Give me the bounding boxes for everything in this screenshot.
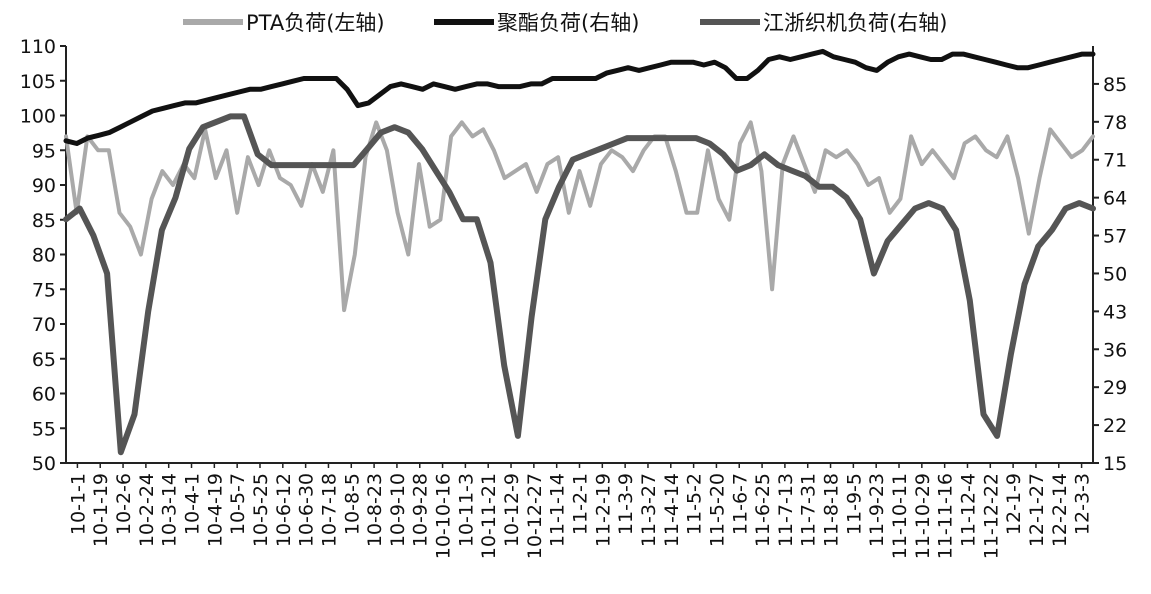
right-tick-label: 57 <box>1103 226 1127 248</box>
left-tick-label: 95 <box>32 140 56 162</box>
right-tick-label: 15 <box>1103 453 1127 475</box>
x-tick-label: 10-1-19 <box>90 473 112 547</box>
left-tick-label: 80 <box>32 245 56 267</box>
x-tick-label: 10-1-1 <box>67 473 89 535</box>
left-tick-label: 55 <box>32 418 56 440</box>
x-tick-label: 10-2-6 <box>113 473 135 535</box>
x-tick-label: 11-12-22 <box>980 473 1002 559</box>
x-tick-label: 10-4-19 <box>204 473 226 547</box>
left-tick-label: 75 <box>32 279 56 301</box>
x-tick-label: 10-8-5 <box>341 473 363 535</box>
right-tick-label: 43 <box>1103 301 1127 323</box>
x-tick-label: 10-5-7 <box>227 473 249 535</box>
right-tick-label: 22 <box>1103 415 1127 437</box>
legend: PTA负荷(左轴) 聚酯负荷(右轴) 江浙织机负荷(右轴) <box>183 11 947 35</box>
x-tick-label: 10-9-28 <box>410 473 432 547</box>
x-tick-label: 11-9-5 <box>843 473 865 535</box>
x-tick-label: 10-4-1 <box>182 473 204 535</box>
x-tick-label: 11-12-4 <box>957 473 979 547</box>
x-tick-label: 10-12-27 <box>524 473 546 559</box>
right-tick-label: 36 <box>1103 339 1127 361</box>
right-tick-label: 71 <box>1103 150 1127 172</box>
left-tick-label: 100 <box>20 106 56 128</box>
left-tick-label: 50 <box>32 453 56 475</box>
x-tick-label: 10-3-14 <box>159 473 181 547</box>
right-tick-label: 29 <box>1103 377 1127 399</box>
legend-label-polyester: 聚酯负荷(右轴) <box>497 11 639 35</box>
x-tick-label: 11-3-27 <box>638 473 660 547</box>
legend-label-pta: PTA负荷(左轴) <box>246 11 385 35</box>
series-line-loom <box>63 113 1096 456</box>
x-tick-label: 10-8-23 <box>364 473 386 547</box>
left-tick-label: 85 <box>32 210 56 232</box>
series-line-pta <box>64 120 1095 313</box>
x-tick-label: 11-8-18 <box>821 473 843 547</box>
x-tick-label: 11-7-13 <box>775 473 797 547</box>
x-tick-label: 10-10-16 <box>433 473 455 559</box>
x-tick-label: 11-11-16 <box>935 473 957 559</box>
left-tick-label: 90 <box>32 175 56 197</box>
x-tick-label: 11-5-20 <box>706 473 728 547</box>
x-tick-label: 11-3-9 <box>615 473 637 535</box>
x-tick-label: 12-1-27 <box>1026 473 1048 547</box>
x-tick-label: 12-3-3 <box>1072 473 1094 535</box>
right-tick-label: 50 <box>1103 263 1127 285</box>
x-tick-label: 10-9-10 <box>387 473 409 547</box>
series-group <box>63 48 1096 456</box>
x-tick-label: 11-10-11 <box>889 473 911 559</box>
x-tick-label: 10-7-18 <box>318 473 340 547</box>
x-tick-label: 11-10-29 <box>912 473 934 559</box>
x-tick-label: 10-5-25 <box>250 473 272 547</box>
x-tick-label: 11-7-31 <box>798 473 820 547</box>
left-tick-label: 110 <box>20 36 56 58</box>
series-line-polyester <box>63 48 1096 146</box>
left-tick-label: 60 <box>32 384 56 406</box>
axes <box>65 46 1094 464</box>
x-tick-label: 10-6-12 <box>273 473 295 547</box>
x-axis-ticks: 10-1-1 10-1-19 10-2-6 10-2-24 10-3-14 10-4-1 1… <box>67 463 1094 559</box>
x-tick-label: 11-6-25 <box>752 473 774 547</box>
x-tick-label: 11-1-14 <box>547 473 569 547</box>
x-tick-label: 10-2-24 <box>136 473 158 547</box>
left-tick-label: 105 <box>20 71 56 93</box>
left-tick-label: 70 <box>32 314 56 336</box>
x-tick-label: 10-6-30 <box>296 473 318 547</box>
x-tick-label: 11-2-19 <box>592 473 614 547</box>
x-tick-label: 11-9-23 <box>866 473 888 547</box>
x-tick-label: 10-11-3 <box>455 473 477 547</box>
right-tick-label: 85 <box>1103 74 1127 96</box>
left-axis-ticks: 110 105 100 95 90 85 80 75 70 65 60 55 50 <box>20 36 66 475</box>
x-tick-label: 10-11-21 <box>478 473 500 559</box>
x-tick-label: 10-12-9 <box>501 473 523 547</box>
x-tick-label: 11-2-1 <box>570 473 592 535</box>
x-tick-label: 12-2-14 <box>1049 473 1071 547</box>
x-tick-label: 11-5-2 <box>684 473 706 535</box>
right-axis-ticks: 85 78 71 64 57 50 43 36 29 22 15 <box>1093 74 1127 475</box>
x-tick-label: 12-1-9 <box>1003 473 1025 535</box>
legend-label-loom: 江浙织机负荷(右轴) <box>763 11 947 35</box>
right-tick-label: 64 <box>1103 188 1127 210</box>
left-tick-label: 65 <box>32 349 56 371</box>
x-tick-label: 11-4-14 <box>661 473 683 547</box>
x-tick-label: 11-6-7 <box>729 473 751 535</box>
right-tick-label: 78 <box>1103 112 1127 134</box>
